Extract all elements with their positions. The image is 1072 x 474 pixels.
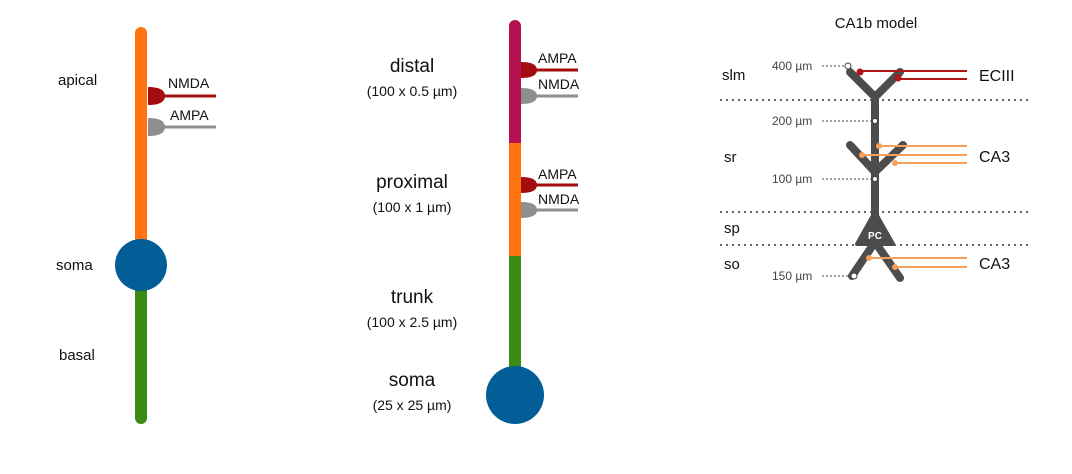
basal-branch-right (871, 238, 904, 282)
distance-marker-200: 200 µm (772, 114, 878, 128)
distance-label-200: 200 µm (772, 114, 812, 128)
basal-label: basal (59, 347, 95, 364)
trunk-dims: (100 x 2.5 µm) (367, 314, 458, 330)
soma-compartment (486, 366, 544, 424)
distal-ampa-label: AMPA (538, 50, 577, 66)
pc-label: PC (868, 231, 882, 242)
oblique-branch-left (846, 141, 879, 176)
ampa-spine-head (148, 118, 165, 136)
distance-label-100: 100 µm (772, 172, 812, 186)
ca3-sr-synapse-1 (876, 143, 882, 149)
ca3-sr-synapse-2 (859, 152, 865, 158)
distance-label-400: 400 µm (772, 59, 812, 73)
layer-label-sp: sp (724, 220, 740, 237)
panel-c-ca1b-model: CA1b model slm sr sp so PC ECIII (720, 15, 1032, 283)
ampa-label: AMPA (170, 107, 209, 123)
model-title: CA1b model (835, 15, 918, 32)
tuft-branch-left (846, 68, 879, 101)
distal-ampa-synapse (521, 62, 578, 78)
distance-label-150: 150 µm (772, 269, 812, 283)
eciii-synapse-2 (894, 74, 902, 82)
soma-label: soma (56, 257, 93, 274)
proximal-dims: (100 x 1 µm) (373, 199, 452, 215)
soma-circle (115, 239, 167, 291)
distal-name: distal (390, 56, 434, 77)
layer-label-slm: slm (722, 67, 745, 84)
proximal-nmda-spine (521, 202, 537, 218)
eciii-label: ECIII (979, 68, 1015, 85)
distal-nmda-synapse (521, 88, 578, 104)
panel-b-compartment-model: AMPA NMDA AMPA NMDA distal (100 x 0.5 µm… (367, 20, 580, 424)
distance-point-100 (872, 176, 878, 182)
distal-ampa-spine (521, 62, 537, 78)
ca3-so-input-fibers (866, 255, 967, 270)
soma-name: soma (389, 370, 436, 391)
distance-marker-100: 100 µm (772, 172, 878, 186)
distance-marker-150: 150 µm (772, 269, 858, 283)
soma-dims: (25 x 25 µm) (373, 397, 452, 413)
oblique-branch-right (871, 141, 907, 176)
distance-point-400 (844, 62, 852, 70)
nmda-label: NMDA (168, 75, 210, 91)
basal-branch-left (848, 238, 879, 280)
ca3-so-label: CA3 (979, 256, 1010, 273)
pc-soma-triangle (855, 210, 895, 246)
distance-point-200 (872, 118, 878, 124)
proximal-ampa-label: AMPA (538, 166, 577, 182)
layer-label-sr: sr (724, 149, 737, 166)
nmda-synapse (148, 87, 216, 105)
proximal-ampa-synapse (521, 177, 578, 193)
pyramidal-cell-morphology: PC (846, 68, 907, 282)
distal-nmda-spine (521, 88, 537, 104)
distance-point-150 (850, 272, 858, 280)
nmda-spine-head (148, 87, 165, 105)
eciii-synapse-1 (856, 68, 864, 76)
distal-dims: (100 x 0.5 µm) (367, 83, 458, 99)
layer-label-so: so (724, 256, 740, 273)
distal-nmda-label: NMDA (538, 76, 580, 92)
eciii-input-fibers (856, 68, 967, 82)
ca3-sr-label: CA3 (979, 149, 1010, 166)
proximal-nmda-synapse (521, 202, 578, 218)
ca3-so-synapse-2 (892, 264, 898, 270)
proximal-nmda-label: NMDA (538, 191, 580, 207)
proximal-name: proximal (376, 172, 448, 193)
trunk-name: trunk (391, 287, 434, 308)
ampa-synapse (148, 118, 216, 136)
proximal-ampa-spine (521, 177, 537, 193)
ca3-sr-input-fibers (859, 143, 967, 166)
panel-a-simple-neuron: apical soma basal NMDA AMPA (56, 27, 216, 424)
apical-label: apical (58, 72, 97, 89)
ca3-so-synapse-1 (866, 255, 872, 261)
distance-marker-400: 400 µm (772, 59, 852, 73)
ca3-sr-synapse-3 (892, 160, 898, 166)
